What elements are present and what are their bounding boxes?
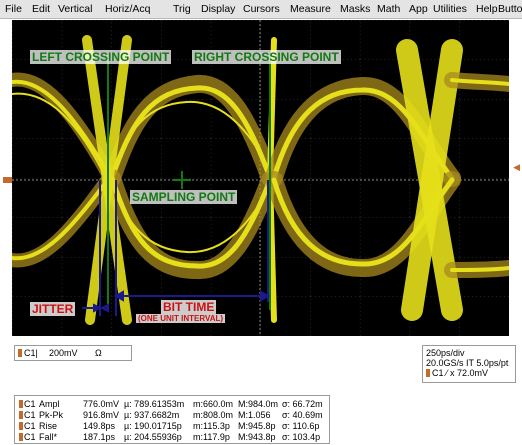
- channel-level-marker[interactable]: [3, 177, 12, 183]
- measurement-mean: µ: 204.55936p: [124, 432, 182, 442]
- measurement-value: 916.8mV: [83, 410, 120, 420]
- trigger-setting: C1 ⁄ x 72.0mV: [432, 368, 489, 378]
- jitter-label: JITTER: [30, 302, 76, 316]
- measurement-row[interactable]: C1 Rise 149.8ps µ: 190.01715p m:115.3p M:945.…: [19, 421, 329, 432]
- measurement-row[interactable]: C1 Pk-Pk 916.8mV µ: 937.6682m m:808.0m M:1.05…: [19, 410, 329, 421]
- menu-measure[interactable]: Measure: [290, 3, 331, 15]
- measurement-value: 776.0mV: [83, 399, 120, 409]
- measurement-value: 187.1ps: [83, 432, 116, 442]
- channel-coupling: Ω: [95, 348, 102, 358]
- bit-time-sublabel: (ONE UNIT INTERVAL): [136, 314, 226, 323]
- measurement-max: M:943.8p: [238, 432, 276, 442]
- menu-horiz-acq[interactable]: Horiz/Acq: [105, 3, 151, 15]
- measurement-row[interactable]: C1 Ampl 776.0mV µ: 789.61353m m:660.0m M:984.…: [19, 399, 329, 410]
- menu-file[interactable]: File: [5, 3, 22, 15]
- timebase-scale: 250ps/div: [426, 348, 465, 358]
- sampling-point-crosshair: [173, 171, 191, 189]
- menu-edit[interactable]: Edit: [32, 3, 51, 15]
- measurement-name: Ampl: [39, 399, 60, 409]
- measurement-min: m:117.9p: [193, 432, 230, 442]
- menu-buttons[interactable]: Buttons: [498, 3, 522, 15]
- measurement-min: m:660.0m: [193, 399, 234, 409]
- measurement-mean: µ: 937.6682m: [124, 410, 180, 420]
- measurement-sd: σ: 103.4p: [282, 432, 321, 442]
- measurement-ch: C1: [24, 432, 36, 442]
- measurement-name: Fall*: [39, 432, 58, 442]
- measurement-max: M:1.056: [238, 410, 271, 420]
- menu-bar: File Edit Vertical Horiz/Acq Trig Displa…: [0, 0, 522, 19]
- measurement-ch: C1: [24, 421, 36, 431]
- measurement-name: Rise: [39, 421, 58, 431]
- bit-time-dimension: [113, 180, 271, 302]
- trigger-swatch: [426, 369, 430, 377]
- left-crossing-label: LEFT CROSSING POINT: [30, 50, 172, 64]
- measurement-max: M:945.8p: [238, 421, 276, 431]
- menu-app[interactable]: App: [409, 3, 428, 15]
- jitter-dimension: [82, 180, 117, 316]
- channel-scale-readout[interactable]: C1| 200mV Ω: [14, 345, 132, 361]
- measurement-channel-swatch: [19, 422, 23, 430]
- measurements-panel[interactable]: C1 Ampl 776.0mV µ: 789.61353m m:660.0m M:984.…: [14, 395, 330, 444]
- measurement-name: Pk-Pk: [39, 410, 64, 420]
- channel-color-swatch: [18, 349, 22, 357]
- measurement-channel-swatch: [19, 411, 23, 419]
- timebase-readout[interactable]: 250ps/div 20.0GS/s IT 5.0ps/pt C1 ⁄ x 72…: [422, 345, 516, 383]
- waveform-display[interactable]: LEFT CROSSING POINT RIGHT CROSSING POINT…: [12, 20, 509, 336]
- bit-time-label: BIT TIME: [161, 300, 217, 314]
- trigger-level-marker[interactable]: ◀: [513, 163, 520, 173]
- menu-help[interactable]: Help: [476, 3, 498, 15]
- menu-display[interactable]: Display: [201, 3, 236, 15]
- measurement-max: M:984.0m: [238, 399, 279, 409]
- measurement-mean: µ: 190.01715p: [124, 421, 182, 431]
- measurement-min: m:115.3p: [193, 421, 230, 431]
- measurement-sd: σ: 66.72m: [282, 399, 323, 409]
- menu-utilities[interactable]: Utilities: [433, 3, 467, 15]
- channel-id: C1: [24, 348, 36, 358]
- measurement-sd: σ: 110.6p: [282, 421, 320, 431]
- measurement-ch: C1: [24, 410, 36, 420]
- menu-masks[interactable]: Masks: [340, 3, 371, 15]
- measurement-min: m:808.0m: [193, 410, 234, 420]
- sample-rate: 20.0GS/s IT 5.0ps/pt: [426, 358, 509, 368]
- measurement-row[interactable]: C1 Fall* 187.1ps µ: 204.55936p m:117.9p M:943…: [19, 432, 329, 443]
- sampling-point-label: SAMPLING POINT: [130, 190, 238, 204]
- menu-cursors[interactable]: Cursors: [243, 3, 280, 15]
- measurement-channel-swatch: [19, 433, 23, 441]
- right-crossing-label: RIGHT CROSSING POINT: [192, 50, 341, 64]
- eye-diagram-traces: [12, 35, 509, 325]
- channel-scale: 200mV: [49, 348, 78, 358]
- measurement-mean: µ: 789.61353m: [124, 399, 185, 409]
- measurement-sd: σ: 40.69m: [282, 410, 323, 420]
- measurement-ch: C1: [24, 399, 36, 409]
- menu-math[interactable]: Math: [377, 3, 401, 15]
- menu-trig[interactable]: Trig: [173, 3, 191, 15]
- measurement-value: 149.8ps: [83, 421, 116, 431]
- measurement-channel-swatch: [19, 400, 23, 408]
- menu-vertical[interactable]: Vertical: [58, 3, 93, 15]
